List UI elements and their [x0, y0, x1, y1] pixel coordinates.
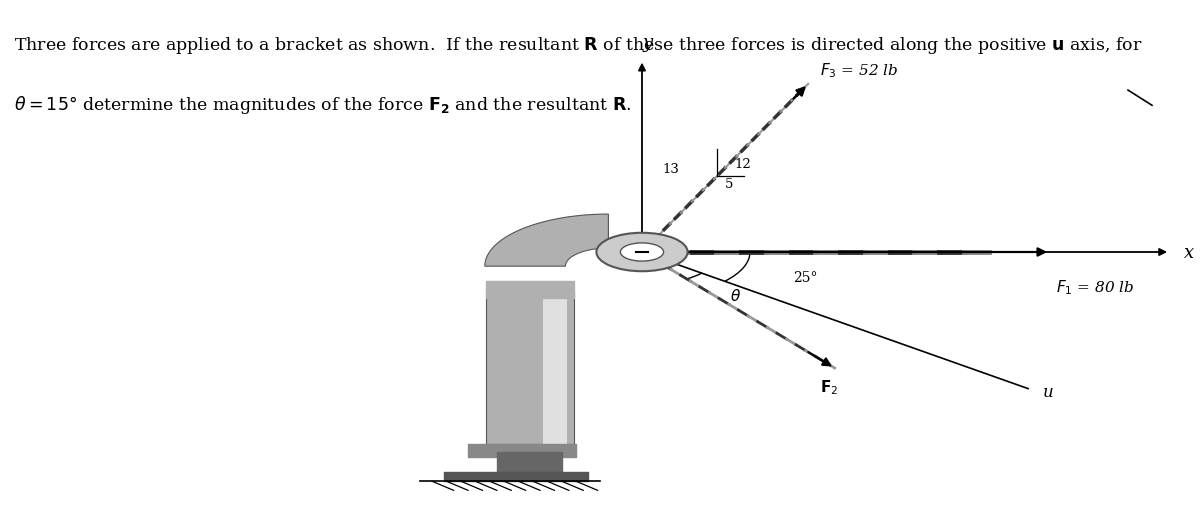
Text: 13: 13 [662, 163, 679, 176]
Text: Three forces are applied to a bracket as shown.  If the resultant $\mathbf{R}$ o: Three forces are applied to a bracket as… [14, 35, 1142, 57]
Text: $F_3$ = 52 lb: $F_3$ = 52 lb [820, 61, 899, 80]
Circle shape [620, 243, 664, 262]
Text: $\theta$: $\theta$ [730, 287, 740, 304]
Polygon shape [544, 293, 566, 444]
Text: x: x [1184, 243, 1194, 262]
Polygon shape [485, 215, 608, 267]
Text: $F_1$ = 80 lb: $F_1$ = 80 lb [1056, 278, 1134, 296]
Text: y: y [643, 33, 653, 52]
Text: $\mathbf{F}_2$: $\mathbf{F}_2$ [820, 377, 838, 396]
Text: 25°: 25° [793, 271, 817, 284]
Text: u: u [1043, 383, 1054, 400]
Text: 12: 12 [734, 158, 751, 171]
Text: $\theta = 15°$ determine the magnitudes of the force $\mathbf{F}_{\mathbf{2}}$ a: $\theta = 15°$ determine the magnitudes … [14, 93, 631, 115]
Circle shape [596, 233, 688, 272]
Polygon shape [486, 293, 574, 444]
Text: 5: 5 [725, 178, 733, 191]
